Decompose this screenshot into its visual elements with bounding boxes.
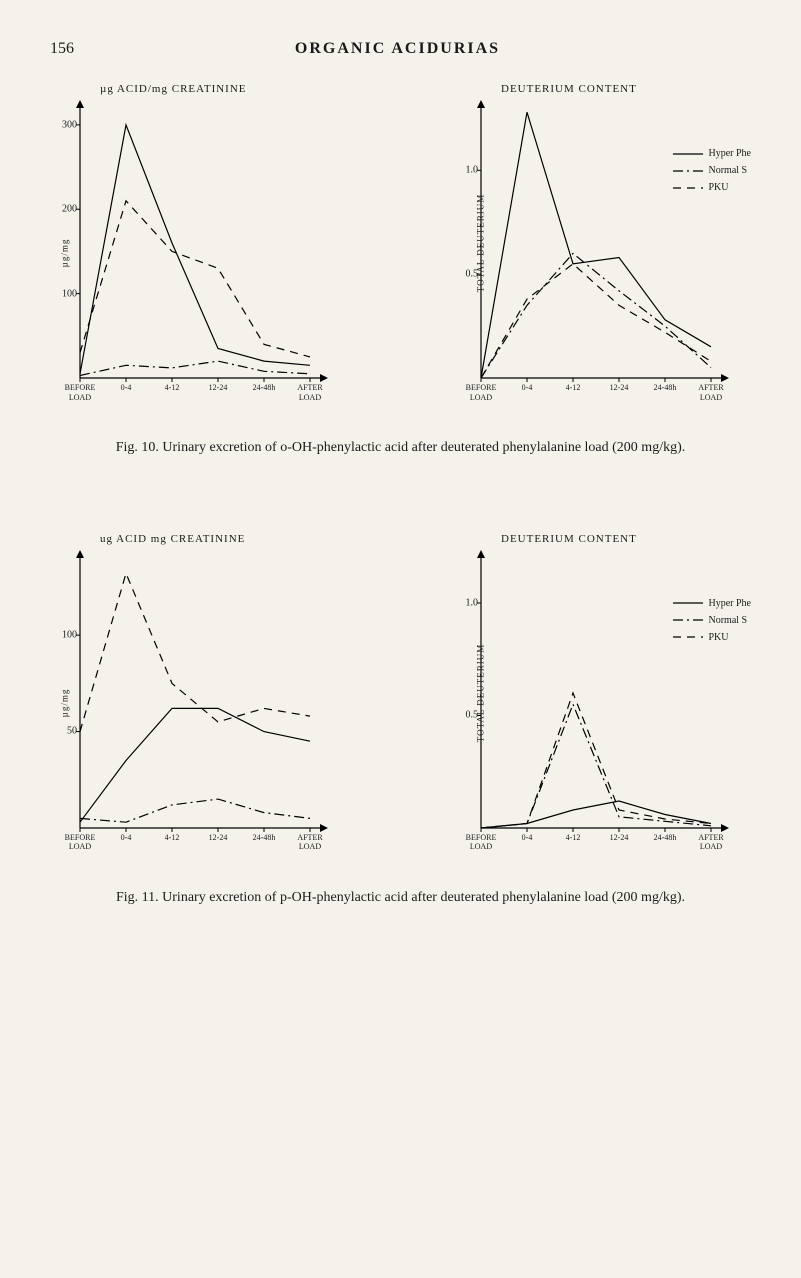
legend-label: Hyper Phe (709, 598, 752, 609)
y-tick-label: 1.0 (466, 165, 479, 176)
y-axis-label: µg/mg (59, 239, 69, 268)
x-tick-label: 12-24 (610, 833, 629, 842)
x-tick-label: 4-12 (566, 833, 581, 842)
y-tick-label: 200 (62, 204, 77, 215)
legend-item: Normal S (673, 615, 752, 626)
x-tick-label: BEFORELOAD (466, 833, 497, 852)
legend-label: Normal S (709, 615, 748, 626)
page-title: ORGANIC ACIDURIAS (295, 40, 500, 58)
y-tick-label: 300 (62, 119, 77, 130)
x-tick-label: 0-4 (522, 833, 533, 842)
page-header: 156 ORGANIC ACIDURIAS (50, 40, 751, 58)
x-tick-label: 12-24 (209, 833, 228, 842)
legend-line-icon (673, 615, 703, 625)
y-axis-label: µg/mg (59, 688, 69, 717)
legend-line-icon (673, 183, 703, 193)
legend-label: Hyper Phe (709, 148, 752, 159)
legend-line-icon (673, 149, 703, 159)
x-tick-label: BEFORELOAD (466, 383, 497, 402)
legend-line-icon (673, 166, 703, 176)
legend-line-icon (673, 632, 703, 642)
x-tick-label: 4-12 (566, 383, 581, 392)
page-number: 156 (50, 40, 74, 58)
legend-item: Normal S (673, 165, 752, 176)
y-tick-label: 100 (62, 629, 77, 640)
chart-legend: Hyper Phe Normal S PKU (673, 598, 752, 649)
figure-11-row: ug ACID mg CREATININE 50100 BEFORELOAD0-… (50, 538, 751, 868)
legend-label: PKU (709, 632, 729, 643)
fig10-left-chart: µg ACID/mg CREATININE 100200300 BEFORELO… (50, 88, 350, 418)
y-axis-arrow-icon (477, 100, 485, 108)
legend-label: PKU (709, 182, 729, 193)
x-tick-label: 0-4 (121, 383, 132, 392)
chart-legend: Hyper Phe Normal S PKU (673, 148, 752, 199)
chart-title: DEUTERIUM CONTENT (501, 83, 637, 95)
legend-line-icon (673, 598, 703, 608)
x-tick-label: 24-48h (253, 383, 276, 392)
x-tick-label: 0-4 (121, 833, 132, 842)
chart-title: µg ACID/mg CREATININE (100, 83, 247, 95)
legend-item: Hyper Phe (673, 148, 752, 159)
legend-label: Normal S (709, 165, 748, 176)
legend-item: Hyper Phe (673, 598, 752, 609)
y-axis-label: TOTAL DEUTERIUM (475, 194, 485, 293)
chart-title: DEUTERIUM CONTENT (501, 533, 637, 545)
legend-item: PKU (673, 632, 752, 643)
fig10-right-chart: DEUTERIUM CONTENT 0.51.0 BEFORELOAD0-44-… (451, 88, 751, 418)
x-tick-label: 24-48h (654, 833, 677, 842)
y-tick-label: 50 (67, 726, 77, 737)
y-tick-label: 100 (62, 288, 77, 299)
x-tick-label: AFTERLOAD (297, 383, 322, 402)
x-axis-arrow-icon (721, 824, 729, 832)
y-axis-arrow-icon (76, 100, 84, 108)
x-tick-label: 0-4 (522, 383, 533, 392)
x-axis-arrow-icon (320, 374, 328, 382)
y-axis-arrow-icon (76, 550, 84, 558)
x-tick-label: 4-12 (165, 833, 180, 842)
x-tick-label: 24-48h (654, 383, 677, 392)
x-tick-label: 24-48h (253, 833, 276, 842)
x-tick-label: BEFORELOAD (65, 383, 96, 402)
x-tick-label: AFTERLOAD (297, 833, 322, 852)
fig11-left-chart: ug ACID mg CREATININE 50100 BEFORELOAD0-… (50, 538, 350, 868)
x-axis-arrow-icon (320, 824, 328, 832)
x-tick-label: 12-24 (610, 383, 629, 392)
y-axis-arrow-icon (477, 550, 485, 558)
y-axis-label: TOTAL DEUTERIUM (475, 643, 485, 742)
legend-item: PKU (673, 182, 752, 193)
x-tick-label: 12-24 (209, 383, 228, 392)
chart-title: ug ACID mg CREATININE (100, 533, 245, 545)
figure-10-row: µg ACID/mg CREATININE 100200300 BEFORELO… (50, 88, 751, 418)
y-tick-label: 1.0 (466, 597, 479, 608)
x-tick-label: BEFORELOAD (65, 833, 96, 852)
fig11-right-chart: DEUTERIUM CONTENT 0.51.0 BEFORELOAD0-44-… (451, 538, 751, 868)
x-tick-label: AFTERLOAD (698, 833, 723, 852)
x-tick-label: 4-12 (165, 383, 180, 392)
fig11-caption: Fig. 11. Urinary excretion of p-OH-pheny… (110, 888, 691, 908)
fig10-caption: Fig. 10. Urinary excretion of o-OH-pheny… (110, 438, 691, 458)
x-tick-label: AFTERLOAD (698, 383, 723, 402)
x-axis-arrow-icon (721, 374, 729, 382)
